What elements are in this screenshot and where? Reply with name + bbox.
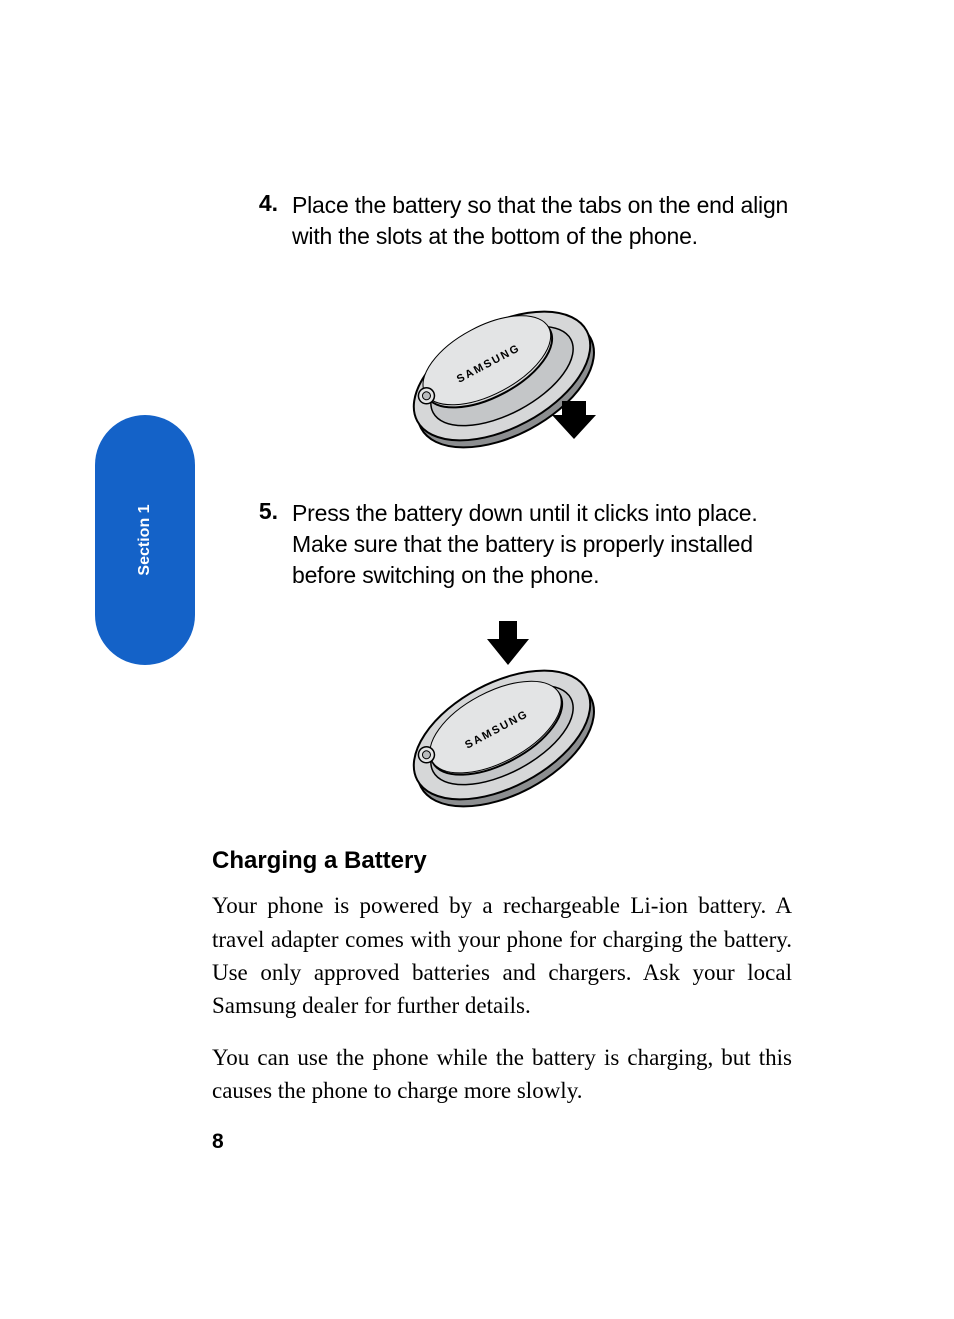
figure-battery-press: SAMSUNG — [212, 615, 792, 815]
step-5-number: 5. — [212, 498, 292, 525]
arrow-down-icon — [487, 621, 529, 665]
manual-page: Section 1 4. Place the battery so that t… — [0, 0, 954, 1319]
step-4: 4. Place the battery so that the tabs on… — [212, 190, 792, 252]
step-5-text: Press the battery down until it clicks i… — [292, 498, 792, 591]
step-5: 5. Press the battery down until it click… — [212, 498, 792, 591]
section-tab-label: Section 1 — [136, 504, 154, 575]
step-4-number: 4. — [212, 190, 292, 217]
phone-illustration-2: SAMSUNG — [377, 615, 627, 815]
step-4-text: Place the battery so that the tabs on th… — [292, 190, 792, 252]
page-number: 8 — [212, 1130, 224, 1154]
paragraph-2: You can use the phone while the battery … — [212, 1041, 792, 1108]
content-column: 4. Place the battery so that the tabs on… — [212, 190, 792, 1125]
section-tab: Section 1 — [95, 415, 195, 665]
section-heading: Charging a Battery — [212, 847, 792, 875]
figure-battery-align: SAMSUNG — [212, 276, 792, 466]
paragraph-1: Your phone is powered by a rechargeable … — [212, 889, 792, 1022]
phone-illustration-1: SAMSUNG — [377, 276, 627, 466]
